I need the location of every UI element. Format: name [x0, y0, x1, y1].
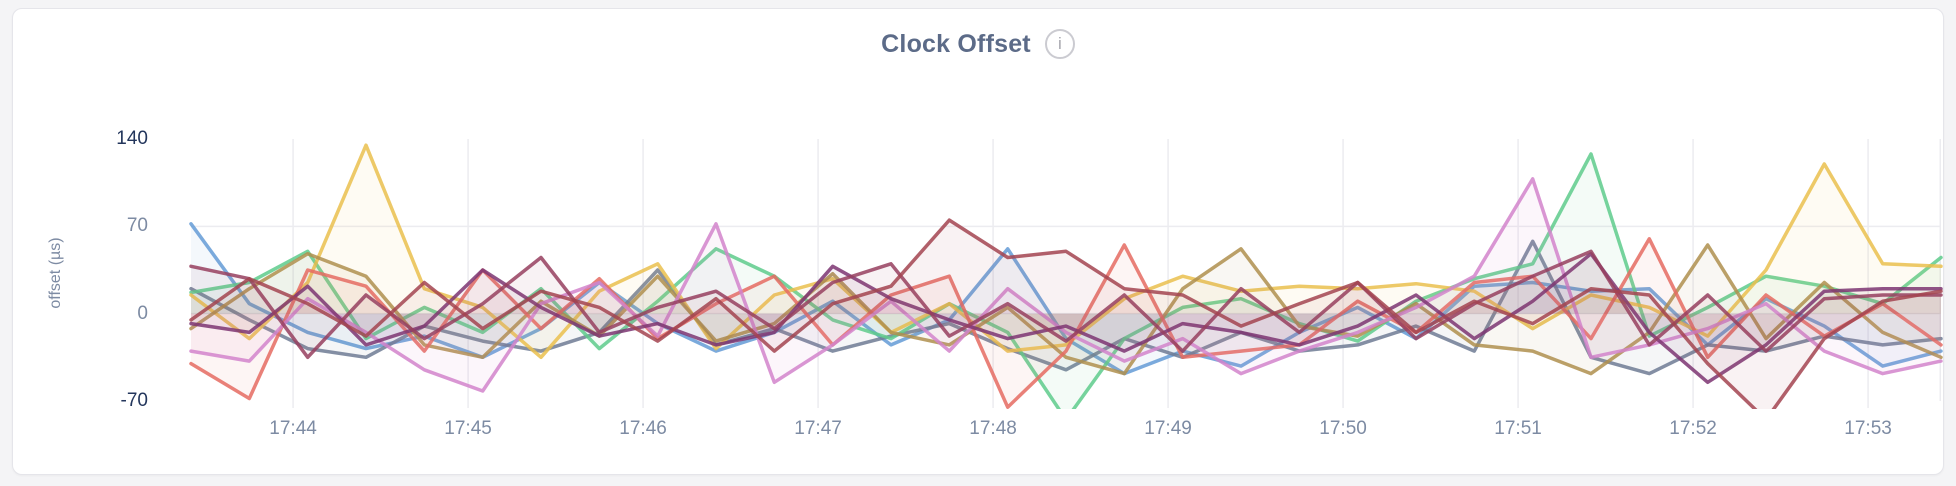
clock-offset-card: Clock Offset i offset (µs) 140 70 0 -70 17:…: [12, 8, 1944, 475]
x-tick-label-17:50: 17:50: [1319, 418, 1367, 439]
x-tick-label-17:44: 17:44: [269, 418, 317, 439]
series-node-wine-area: [191, 251, 1941, 358]
info-icon[interactable]: i: [1044, 29, 1075, 59]
series-node-slate-line: [189, 239, 1943, 376]
x-tick-label-17:45: 17:45: [444, 418, 492, 439]
y-tick-label-140: 140: [116, 128, 148, 149]
x-tick-label-17:48: 17:48: [969, 418, 1017, 439]
series-node-plum-area: [191, 253, 1941, 383]
series-node-orchid-area: [191, 178, 1941, 391]
series-node-brick-line: [189, 218, 1943, 409]
x-tick-label-17:49: 17:49: [1144, 418, 1192, 439]
x-tick-label-17:51: 17:51: [1494, 418, 1542, 439]
clock-offset-chart[interactable]: [189, 139, 1943, 409]
y-axis-ticks: 140 70 0 -70: [53, 128, 148, 411]
x-tick-label-17:46: 17:46: [619, 418, 667, 439]
chart-header: Clock Offset i: [13, 29, 1943, 59]
x-axis-ticks: 17:44 17:45 17:46 17:47 17:48 17:49 17:50 17:51…: [191, 416, 1941, 442]
series-node-wine-line: [189, 249, 1943, 360]
y-tick-label--70: -70: [120, 390, 148, 411]
y-tick-label-0: 0: [137, 302, 148, 324]
series-node-slate-area: [191, 241, 1941, 374]
x-tick-label-17:47: 17:47: [794, 418, 842, 439]
x-tick-label-17:53: 17:53: [1844, 418, 1892, 439]
series-node-yellow-line: [189, 143, 1943, 360]
series-node-tan-area: [191, 245, 1941, 374]
series-node-brick-area: [191, 220, 1941, 409]
x-tick-label-17:52: 17:52: [1669, 418, 1717, 439]
series-node-plum-line: [189, 252, 1943, 385]
y-tick-label-70: 70: [126, 215, 148, 237]
series-node-green-line: [189, 152, 1943, 409]
chart-title: Clock Offset: [881, 29, 1031, 58]
series-node-blue-area: [191, 223, 1941, 374]
